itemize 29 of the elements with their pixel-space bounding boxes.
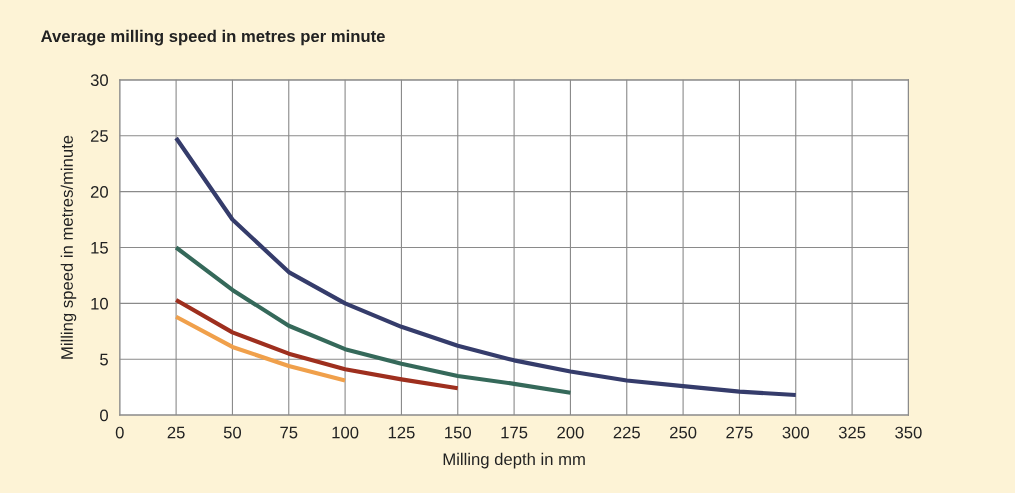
x-tick-label: 175	[501, 426, 528, 439]
x-tick-label: 300	[782, 426, 810, 439]
y-tick-label: 30	[90, 74, 109, 87]
y-tick-label: 25	[90, 130, 108, 142]
x-tick-label: 200	[557, 426, 584, 439]
chart-title: Average milling speed in metres per minute	[41, 29, 385, 46]
y-tick-label: 0	[100, 409, 109, 422]
x-tick-label: 150	[445, 426, 472, 439]
y-tick-label: 15	[91, 242, 108, 254]
y-axis-title: Milling speed in metres/minute	[60, 135, 77, 359]
x-tick-label: 275	[726, 426, 753, 439]
x-tick-label: 350	[895, 426, 922, 439]
x-tick-label: 0	[115, 426, 124, 439]
line-series	[174, 135, 798, 398]
x-tick-label: 325	[838, 426, 866, 439]
y-tick-label: 10	[91, 297, 109, 310]
y-tick-label: 5	[100, 353, 108, 366]
x-tick-label: 50	[223, 426, 242, 439]
line-series	[174, 314, 348, 383]
x-tick-label: 250	[670, 426, 697, 439]
y-tick-label: 20	[90, 186, 109, 198]
x-axis-title: Milling depth in mm	[443, 452, 585, 469]
x-tick-label: 25	[167, 426, 185, 439]
x-tick-label: 225	[613, 426, 640, 439]
line-series	[174, 297, 460, 391]
x-tick-label: 125	[388, 426, 415, 439]
x-tick-label: 100	[332, 426, 359, 439]
line-series	[174, 245, 573, 395]
x-tick-label: 75	[280, 426, 298, 439]
